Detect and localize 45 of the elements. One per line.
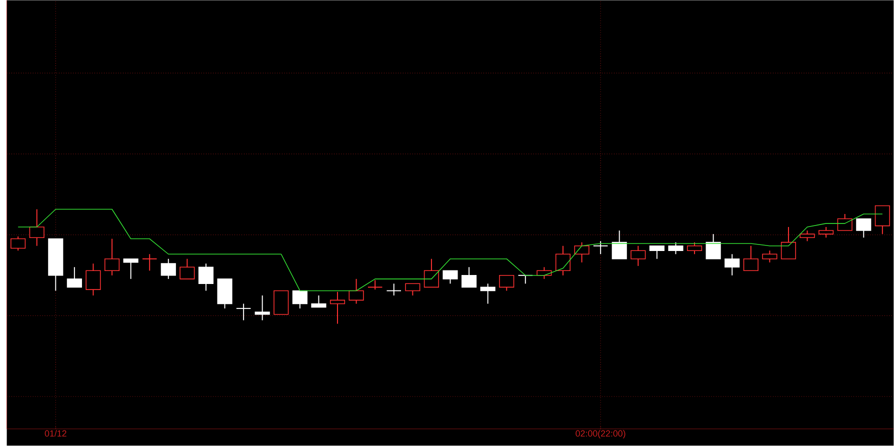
candlestick (499, 275, 514, 292)
candlestick (123, 258, 138, 280)
candlestick (592, 240, 608, 255)
candlestick (837, 214, 852, 232)
candlestick (160, 258, 176, 280)
candlestick (330, 292, 346, 324)
candlestick (10, 236, 26, 252)
candlestick (649, 246, 664, 260)
candlestick (856, 218, 872, 238)
candlestick (762, 250, 778, 264)
candlestick (630, 246, 646, 267)
candlestick (254, 295, 270, 321)
candlestick (386, 283, 402, 296)
candlestick (780, 226, 796, 260)
candlestick (424, 258, 439, 288)
candlestick (180, 258, 195, 280)
candlestick (874, 205, 890, 235)
x-tick-label: 02:00(22:00) (576, 430, 626, 438)
candlestick (480, 283, 496, 304)
candlestick (348, 278, 364, 304)
candlestick (198, 263, 214, 292)
candlestick (292, 290, 308, 310)
candlestick (818, 226, 834, 238)
candlestick (442, 270, 458, 284)
candlestick (311, 295, 326, 308)
candlestick (743, 246, 758, 272)
candlestick (274, 290, 289, 315)
candlestick (405, 283, 420, 296)
candlestick (104, 238, 120, 276)
candlestick (66, 266, 82, 288)
candlestick (86, 263, 101, 296)
candlestick (236, 303, 252, 321)
candlestick (29, 208, 44, 246)
candlestick (142, 254, 158, 272)
candlestick (574, 242, 590, 264)
candlestick (686, 242, 702, 255)
candlestick (462, 266, 477, 288)
candlestick (555, 246, 571, 276)
candlestick (612, 230, 627, 260)
candlestick (668, 242, 684, 255)
candlestick (706, 234, 721, 260)
candlestick (800, 230, 815, 242)
candlestick (724, 254, 740, 276)
x-tick-label: 01/12 (44, 430, 66, 437)
candlestick (367, 280, 383, 290)
